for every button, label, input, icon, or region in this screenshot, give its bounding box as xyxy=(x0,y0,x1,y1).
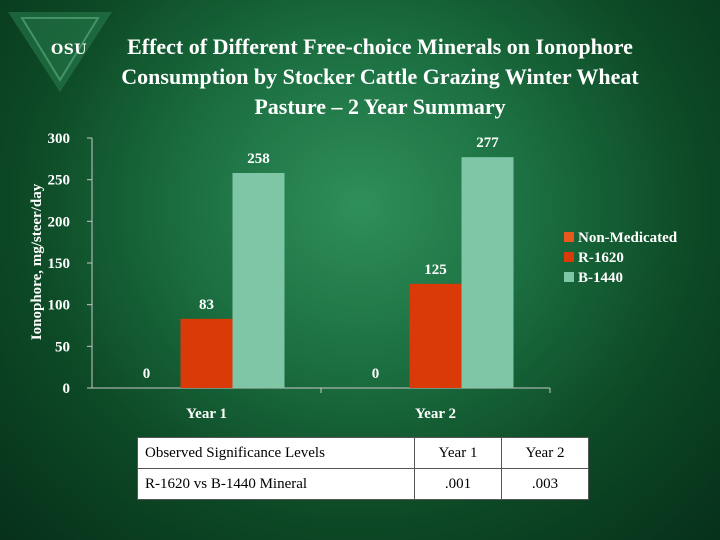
x-tick-label: Year 1 xyxy=(186,406,227,422)
title-line-1: Effect of Different Free-choice Minerals… xyxy=(127,34,633,59)
osu-logo xyxy=(8,12,112,92)
data-labels: 0 83 258 0 125 277 xyxy=(143,135,500,382)
x-tick-label: Year 2 xyxy=(415,406,456,422)
data-label: 0 xyxy=(372,366,380,382)
legend-label: R-1620 xyxy=(578,250,624,266)
y-tick-label: 200 xyxy=(48,214,71,230)
legend-swatch xyxy=(564,272,574,282)
page-title: Effect of Different Free-choice Minerals… xyxy=(40,32,720,122)
y-axis-label: Ionophore, mg/steer/day xyxy=(29,183,45,340)
y-tick-label: 250 xyxy=(48,173,71,189)
bar xyxy=(232,173,285,388)
bars xyxy=(180,157,514,388)
data-label: 83 xyxy=(199,297,214,313)
y-tick-label: 0 xyxy=(63,381,71,397)
table-header-cell: Year 2 xyxy=(501,437,589,469)
table-cell: .003 xyxy=(501,468,589,500)
x-axis: Year 1 Year 2 xyxy=(92,387,551,422)
table-header-cell: Observed Significance Levels xyxy=(137,437,415,469)
data-label: 0 xyxy=(143,366,151,382)
table-cell: R-1620 vs B-1440 Mineral xyxy=(137,468,415,500)
y-tick-label: 100 xyxy=(48,298,71,314)
bar xyxy=(409,283,462,388)
table-cell: .001 xyxy=(414,468,502,500)
y-tick-label: 50 xyxy=(55,339,70,355)
data-label: 125 xyxy=(424,262,447,278)
data-label: 258 xyxy=(247,151,270,167)
table-header-cell: Year 1 xyxy=(414,437,502,469)
table-header-row: Observed Significance Levels Year 1 Year… xyxy=(137,437,589,469)
legend-swatch xyxy=(564,232,574,242)
table-row: R-1620 vs B-1440 Mineral .001 .003 xyxy=(137,468,589,500)
y-axis: 0 50 100 150 200 250 300 xyxy=(48,131,93,397)
title-line-3: Pasture – 2 Year Summary xyxy=(254,94,506,119)
legend-label: B-1440 xyxy=(578,270,623,286)
data-label: 277 xyxy=(476,135,499,151)
y-tick-label: 150 xyxy=(48,256,71,272)
bar xyxy=(461,157,514,388)
title-line-2: Consumption by Stocker Cattle Grazing Wi… xyxy=(121,64,639,89)
significance-table: Observed Significance Levels Year 1 Year… xyxy=(137,437,589,500)
bar-chart: 0 50 100 150 200 250 300 Year 1 Year 2 0 83 258 0 1… xyxy=(29,131,678,422)
legend-label: Non-Medicated xyxy=(578,230,678,246)
y-tick-label: 300 xyxy=(48,131,71,147)
logo-text: OSU xyxy=(51,42,88,58)
bar xyxy=(180,318,233,388)
legend-swatch xyxy=(564,252,574,262)
legend: Non-Medicated R-1620 B-1440 xyxy=(564,230,678,286)
